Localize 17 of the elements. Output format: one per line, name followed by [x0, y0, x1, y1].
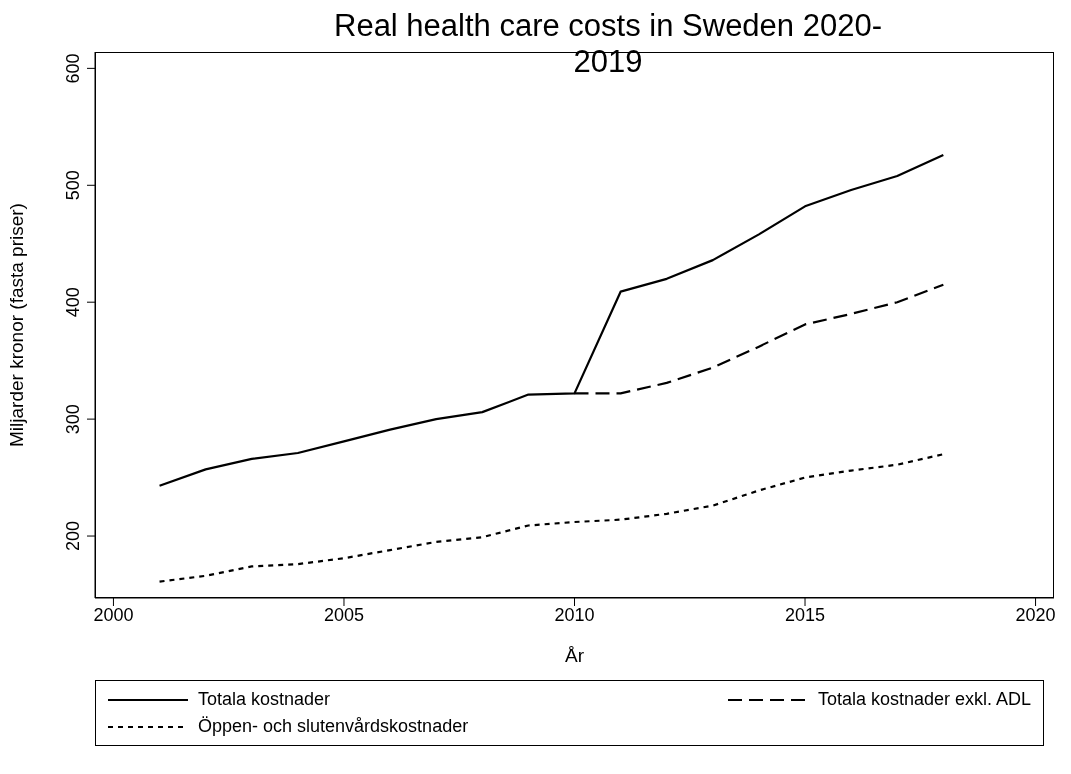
x-tick-label: 2010: [554, 604, 595, 625]
legend-label: Totala kostnader exkl. ADL: [817, 689, 1031, 710]
y-tick-label: 200: [63, 521, 83, 552]
y-tick-label: 600: [63, 53, 83, 84]
y-axis-title: Miljarder kronor (fasta priser): [5, 203, 27, 447]
legend-label: Öppen- och slutenvårdskostnader: [198, 716, 469, 737]
y-tick-label: 300: [63, 404, 83, 435]
x-axis-title: År: [565, 645, 585, 666]
y-tick-label: 500: [63, 170, 83, 201]
x-tick-label: 2005: [323, 604, 364, 625]
x-tick-label: 2000: [93, 604, 134, 625]
x-tick-label: 2015: [785, 604, 826, 625]
line-series: [158, 453, 945, 583]
x-tick-label: 2020: [1015, 604, 1056, 625]
y-tick-label: 400: [63, 287, 83, 318]
legend-label: Totala kostnader: [198, 689, 331, 710]
line-series: [158, 153, 945, 487]
